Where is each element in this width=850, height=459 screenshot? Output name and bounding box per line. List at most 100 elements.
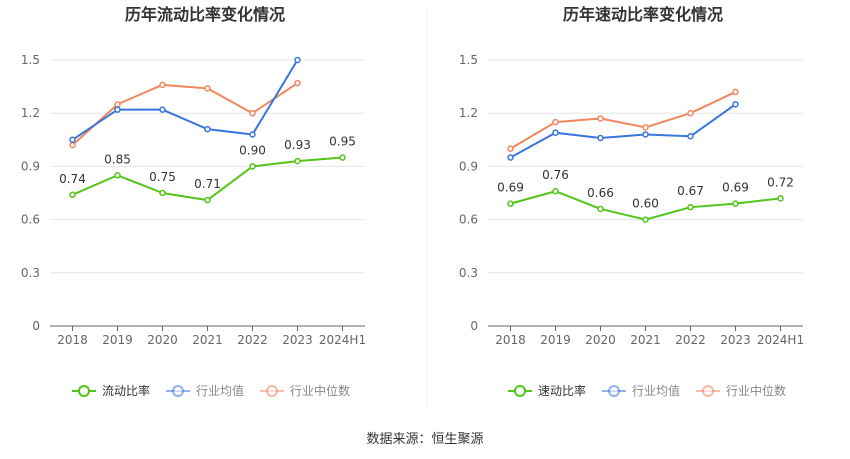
legend-marker-icon [702,385,714,397]
chart-title: 历年流动比率变化情况 [125,5,285,24]
y-tick-label: 0.6 [459,213,478,227]
primary-point [687,203,694,211]
industry-avg-series-line [71,59,299,141]
industry-avg-point [204,125,211,133]
industry-avg-series-line [510,103,737,159]
legend-item-industry-median: 行业中位数 [260,383,350,398]
y-tick-label: 0 [470,319,478,333]
y-tick-label: 1.5 [21,53,40,67]
data-label: 0.60 [632,197,659,211]
x-tick-label: 2021 [630,333,661,347]
legend-marker-icon [266,385,278,397]
data-label: 0.75 [149,170,176,184]
x-tick-label: 2024H1 [757,333,804,347]
legend-item-industry-avg: 行业均值 [602,383,680,398]
legend-label: 行业均值 [196,383,244,398]
legend-marker-icon [172,385,184,397]
x-tick-label: 2019 [540,333,571,347]
x-tick-label: 2019 [102,333,133,347]
industry-median-point [597,115,604,122]
industry-median-series-line [509,91,736,150]
primary-point [732,200,739,207]
y-tick-label: 1.5 [459,53,478,67]
x-tick-label: 2023 [282,333,313,347]
industry-avg-point [69,136,76,144]
industry-avg-point [732,101,739,108]
legend-label: 流动比率 [102,383,150,398]
industry-median-point [642,124,649,131]
current-ratio-chart: 历年流动比率变化情况 0 0.3 0.6 0.9 1.2 1.5 2018 2019 2020 20… [21,5,366,398]
data-label: 0.72 [767,175,794,189]
industry-avg-point [687,133,694,140]
industry-avg-point [597,134,604,142]
chart-title: 历年速动比率变化情况 [563,5,723,24]
y-tick-label: 0 [32,319,40,333]
x-tick-label: 2024H1 [319,333,366,347]
legend-marker-icon [78,385,90,397]
x-tick-label: 2020 [585,333,616,347]
industry-median-point [732,88,739,96]
legend-label: 行业中位数 [290,383,350,398]
data-label: 0.69 [722,181,749,195]
x-tick-label: 2018 [57,333,88,347]
primary-point [204,196,211,204]
data-label: 0.95 [329,135,356,149]
legend-item-primary: 速动比率 [508,383,586,398]
x-tick-label: 2020 [147,333,178,347]
legend-label: 行业均值 [632,383,680,398]
y-tick-label: 1.2 [21,106,40,120]
industry-median-point [249,109,256,117]
legend-label: 速动比率 [538,383,586,398]
data-label: 0.69 [497,181,524,195]
y-tick-label: 0.3 [21,266,40,280]
data-label: 0.76 [542,168,569,182]
industry-median-point [687,109,694,117]
industry-median-point [204,85,211,92]
primary-point [114,172,121,179]
industry-avg-point [249,131,256,138]
legend-item-industry-avg: 行业均值 [166,383,244,398]
data-label: 0.90 [239,143,266,157]
data-label: 0.85 [104,152,131,166]
primary-point [294,157,301,165]
primary-point [777,195,784,202]
legend-marker-icon [514,385,526,397]
legend-label: 行业中位数 [726,383,786,398]
x-tick-label: 2022 [237,333,268,347]
primary-point [597,205,604,213]
legend-item-primary: 流动比率 [72,383,150,398]
y-tick-label: 0.3 [459,266,478,280]
data-label: 0.67 [677,184,704,198]
industry-avg-point [552,129,559,136]
industry-median-point [507,145,514,152]
primary-point [249,163,256,170]
industry-median-series-line [71,82,299,146]
y-tick-label: 0.9 [21,159,40,173]
industry-median-point [114,101,121,108]
primary-point [159,189,166,197]
x-tick-label: 2021 [192,333,223,347]
primary-point [507,200,514,207]
x-tick-label: 2023 [720,333,751,347]
primary-point [339,154,346,161]
data-label: 0.71 [194,177,221,191]
y-tick-label: 1.2 [459,106,478,120]
x-tick-label: 2022 [675,333,706,347]
industry-median-point [69,141,76,149]
primary-point [552,187,559,195]
industry-median-point [159,81,166,89]
industry-avg-point [114,106,121,113]
data-source-note: 数据来源：恒生聚源 [366,432,483,447]
industry-avg-point [294,56,301,64]
legend-marker-icon [608,385,620,397]
y-tick-label: 0.6 [21,213,40,227]
data-label: 0.74 [59,172,86,186]
industry-median-point [552,118,559,126]
industry-avg-point [507,154,514,161]
industry-median-point [294,79,301,87]
primary-point [69,191,76,199]
x-tick-label: 2018 [495,333,526,347]
industry-avg-point [159,106,166,113]
primary-point [642,216,649,223]
